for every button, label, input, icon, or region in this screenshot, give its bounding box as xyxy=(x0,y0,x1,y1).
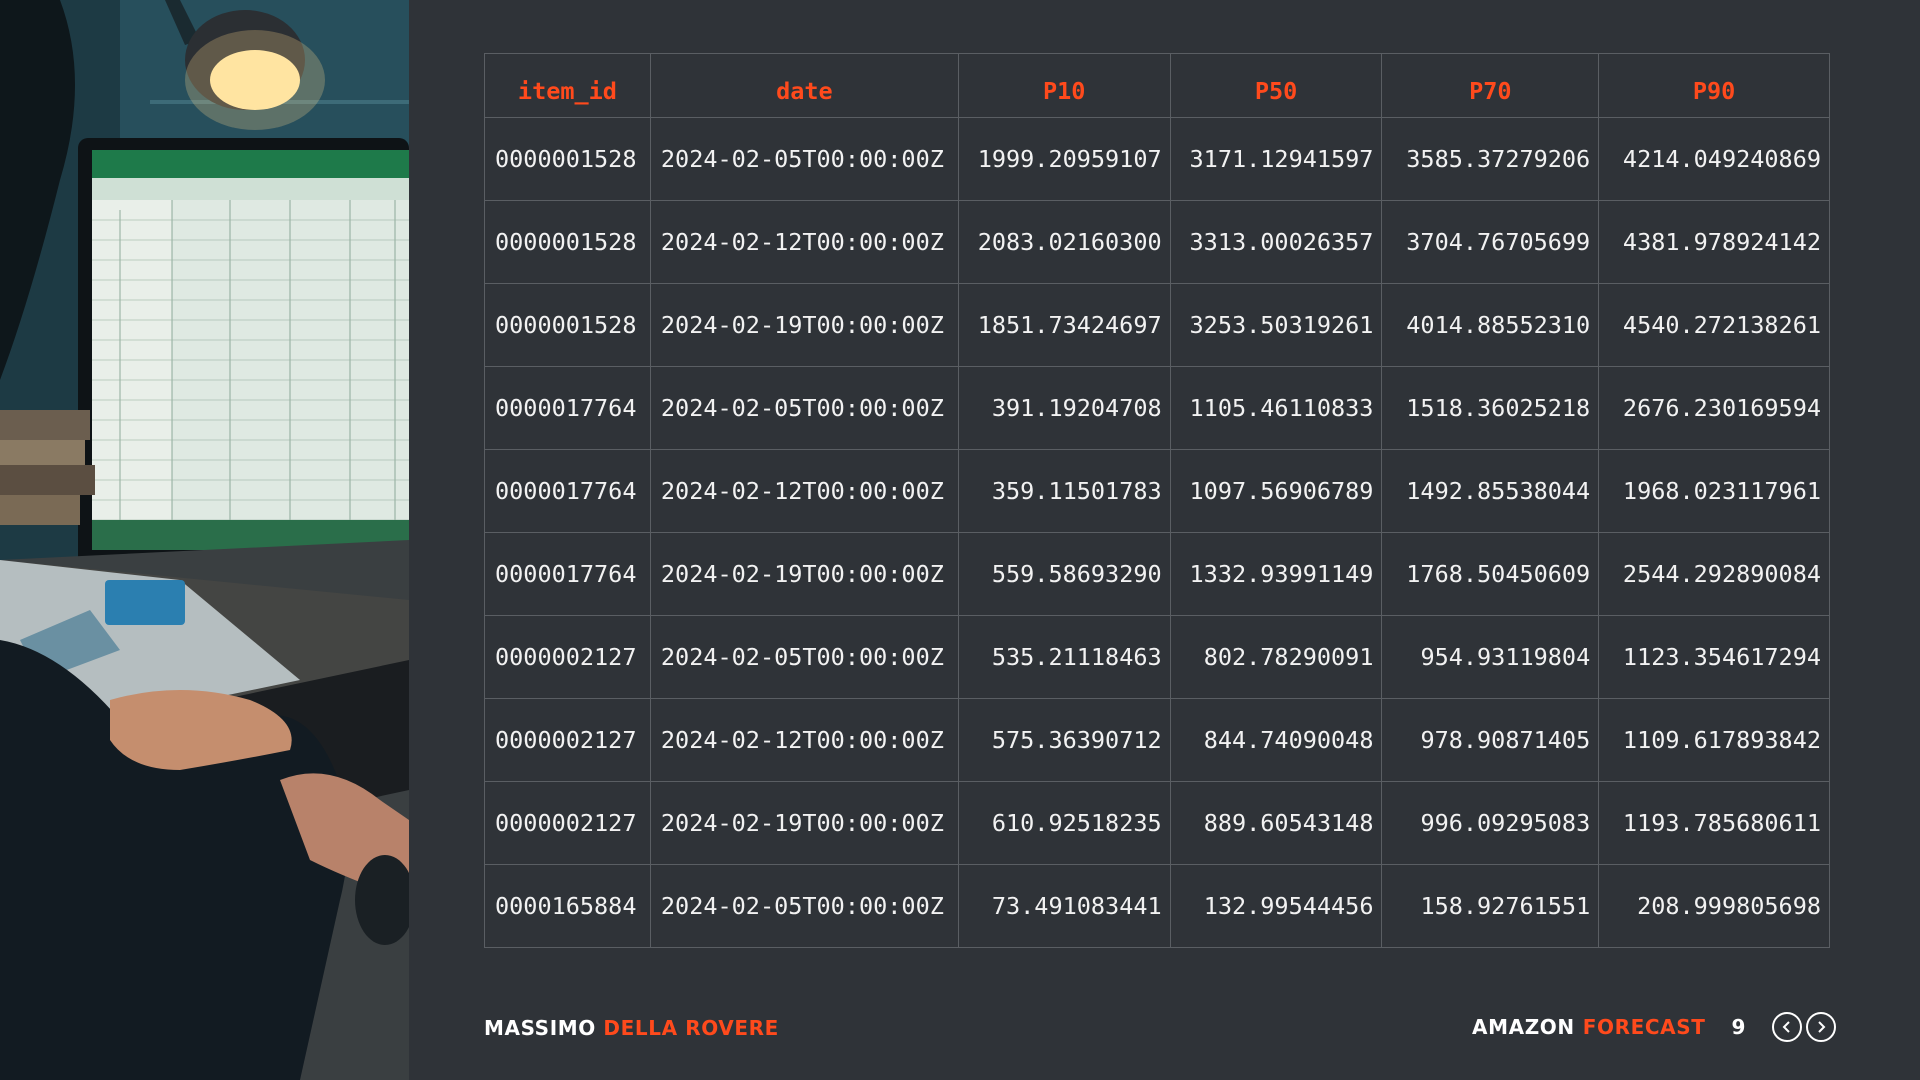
cell-date: 2024-02-05T00:00:00Z xyxy=(649,615,959,699)
author-last-name: DELLA ROVERE xyxy=(603,1016,779,1040)
cell-p90: 1968.023117961 xyxy=(1598,449,1830,533)
cell-date: 2024-02-19T00:00:00Z xyxy=(649,532,959,616)
table-row: 0000017764 2024-02-12T00:00:00Z 359.1150… xyxy=(484,449,1830,533)
chevron-right-icon xyxy=(1818,1021,1826,1033)
cell-date: 2024-02-12T00:00:00Z xyxy=(649,200,959,284)
chevron-left-icon xyxy=(1782,1021,1790,1033)
cell-p70: 1768.50450609 xyxy=(1381,532,1600,616)
cell-date: 2024-02-12T00:00:00Z xyxy=(649,449,959,533)
cell-p10: 359.11501783 xyxy=(957,449,1171,533)
table-row: 0000017764 2024-02-05T00:00:00Z 391.1920… xyxy=(484,366,1830,450)
cell-p90: 4540.272138261 xyxy=(1598,283,1830,367)
table-header: item_id date P10 P50 P70 P90 xyxy=(484,53,1830,118)
cell-p50: 3253.50319261 xyxy=(1169,283,1383,367)
slide-footer-nav: AMAZON FORECAST 9 xyxy=(1472,1012,1836,1042)
cell-item-id: 0000001528 xyxy=(484,283,651,367)
table-row: 0000002127 2024-02-12T00:00:00Z 575.3639… xyxy=(484,698,1830,782)
cell-item-id: 0000002127 xyxy=(484,698,651,782)
cell-item-id: 0000017764 xyxy=(484,532,651,616)
column-header-p50: P50 xyxy=(1169,53,1383,118)
cell-p70: 1492.85538044 xyxy=(1381,449,1600,533)
cell-item-id: 0000017764 xyxy=(484,366,651,450)
author-first-name: MASSIMO xyxy=(484,1016,596,1040)
cell-p10: 2083.02160300 xyxy=(957,200,1171,284)
table-row: 0000017764 2024-02-19T00:00:00Z 559.5869… xyxy=(484,532,1830,616)
table-row: 0000001528 2024-02-05T00:00:00Z 1999.209… xyxy=(484,117,1830,201)
cell-p70: 3585.37279206 xyxy=(1381,117,1600,201)
column-header-p90: P90 xyxy=(1598,53,1830,118)
cell-p50: 3313.00026357 xyxy=(1169,200,1383,284)
page-number: 9 xyxy=(1731,1015,1746,1039)
cell-p70: 954.93119804 xyxy=(1381,615,1600,699)
table-row: 0000002127 2024-02-05T00:00:00Z 535.2111… xyxy=(484,615,1830,699)
cell-p90: 208.999805698 xyxy=(1598,864,1830,948)
cell-date: 2024-02-05T00:00:00Z xyxy=(649,117,959,201)
next-slide-button[interactable] xyxy=(1806,1012,1836,1042)
cell-p90: 2544.292890084 xyxy=(1598,532,1830,616)
column-header-item-id: item_id xyxy=(484,53,651,118)
cell-p10: 1999.20959107 xyxy=(957,117,1171,201)
cell-date: 2024-02-05T00:00:00Z xyxy=(649,366,959,450)
cell-p90: 2676.230169594 xyxy=(1598,366,1830,450)
table-body: 0000001528 2024-02-05T00:00:00Z 1999.209… xyxy=(484,117,1830,948)
cell-p70: 1518.36025218 xyxy=(1381,366,1600,450)
cell-date: 2024-02-19T00:00:00Z xyxy=(649,283,959,367)
cell-p10: 391.19204708 xyxy=(957,366,1171,450)
cell-p10: 1851.73424697 xyxy=(957,283,1171,367)
table-row: 0000165884 2024-02-05T00:00:00Z 73.49108… xyxy=(484,864,1830,948)
spreadsheet-photo xyxy=(0,0,409,1080)
cell-date: 2024-02-12T00:00:00Z xyxy=(649,698,959,782)
cell-item-id: 0000001528 xyxy=(484,117,651,201)
cell-p50: 3171.12941597 xyxy=(1169,117,1383,201)
brand-first: AMAZON xyxy=(1472,1015,1575,1039)
cell-p70: 3704.76705699 xyxy=(1381,200,1600,284)
cell-p50: 1332.93991149 xyxy=(1169,532,1383,616)
cell-p10: 610.92518235 xyxy=(957,781,1171,865)
cell-p90: 4381.978924142 xyxy=(1598,200,1830,284)
previous-slide-button[interactable] xyxy=(1772,1012,1802,1042)
brand-second: FORECAST xyxy=(1582,1015,1706,1039)
column-header-date: date xyxy=(649,53,959,118)
forecast-table-container: item_id date P10 P50 P70 P90 0000001528 … xyxy=(484,53,1830,948)
cell-p10: 535.21118463 xyxy=(957,615,1171,699)
cell-p90: 1193.785680611 xyxy=(1598,781,1830,865)
column-header-p70: P70 xyxy=(1381,53,1600,118)
cell-item-id: 0000001528 xyxy=(484,200,651,284)
cell-p70: 158.92761551 xyxy=(1381,864,1600,948)
cell-p50: 132.99544456 xyxy=(1169,864,1383,948)
cell-p10: 559.58693290 xyxy=(957,532,1171,616)
cell-p70: 4014.88552310 xyxy=(1381,283,1600,367)
table-row: 0000001528 2024-02-19T00:00:00Z 1851.734… xyxy=(484,283,1830,367)
column-header-p10: P10 xyxy=(957,53,1171,118)
cell-p70: 996.09295083 xyxy=(1381,781,1600,865)
cell-p70: 978.90871405 xyxy=(1381,698,1600,782)
cell-item-id: 0000017764 xyxy=(484,449,651,533)
cell-p90: 1109.617893842 xyxy=(1598,698,1830,782)
cell-p50: 1105.46110833 xyxy=(1169,366,1383,450)
cell-p90: 1123.354617294 xyxy=(1598,615,1830,699)
cell-p10: 73.491083441 xyxy=(957,864,1171,948)
cell-p50: 844.74090048 xyxy=(1169,698,1383,782)
cell-p90: 4214.049240869 xyxy=(1598,117,1830,201)
table-row: 0000001528 2024-02-12T00:00:00Z 2083.021… xyxy=(484,200,1830,284)
cell-p50: 802.78290091 xyxy=(1169,615,1383,699)
cell-date: 2024-02-19T00:00:00Z xyxy=(649,781,959,865)
cell-p50: 1097.56906789 xyxy=(1169,449,1383,533)
header-row: item_id date P10 P50 P70 P90 xyxy=(484,53,1830,118)
cell-date: 2024-02-05T00:00:00Z xyxy=(649,864,959,948)
cell-p50: 889.60543148 xyxy=(1169,781,1383,865)
cell-p10: 575.36390712 xyxy=(957,698,1171,782)
cell-item-id: 0000165884 xyxy=(484,864,651,948)
forecast-table: item_id date P10 P50 P70 P90 0000001528 … xyxy=(484,53,1830,948)
cell-item-id: 0000002127 xyxy=(484,781,651,865)
table-row: 0000002127 2024-02-19T00:00:00Z 610.9251… xyxy=(484,781,1830,865)
cell-item-id: 0000002127 xyxy=(484,615,651,699)
author-credit: MASSIMO DELLA ROVERE xyxy=(484,1016,779,1040)
